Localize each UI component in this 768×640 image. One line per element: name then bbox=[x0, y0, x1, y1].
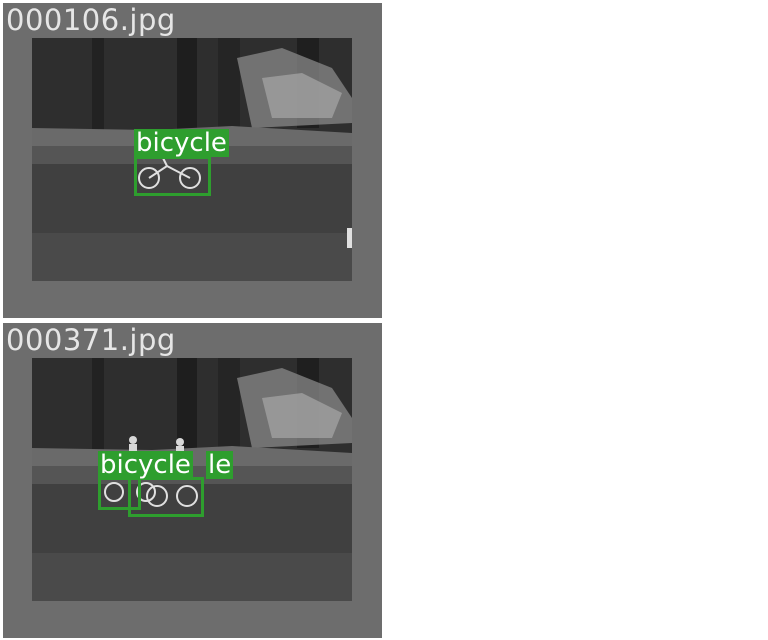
thermal-scene-graphic bbox=[32, 38, 352, 281]
image-filename: 000106.jpg bbox=[6, 3, 176, 37]
detection-box bbox=[134, 156, 211, 196]
detection-label: le bbox=[206, 450, 234, 480]
detection-label: bicycle bbox=[98, 450, 193, 480]
image-tile-2: 000371.jpg bbox=[3, 323, 382, 638]
detection-box bbox=[128, 477, 204, 517]
detection-label: bicycle bbox=[134, 128, 229, 158]
image-filename: 000371.jpg bbox=[6, 323, 176, 357]
thermal-photo bbox=[32, 38, 352, 281]
image-tile-1: 000106.jpg bicycle bbox=[3, 3, 382, 318]
